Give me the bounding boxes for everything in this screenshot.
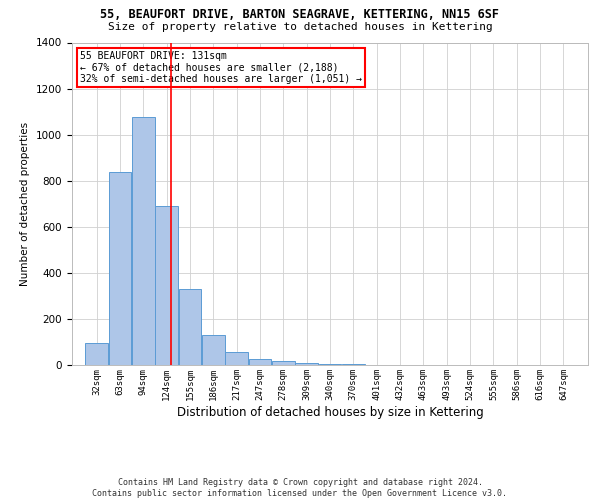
Bar — [272, 361, 295, 365]
Bar — [155, 206, 178, 365]
Bar — [179, 289, 201, 365]
Text: 55, BEAUFORT DRIVE, BARTON SEAGRAVE, KETTERING, NN15 6SF: 55, BEAUFORT DRIVE, BARTON SEAGRAVE, KET… — [101, 8, 499, 20]
Bar — [109, 172, 131, 365]
Text: Contains HM Land Registry data © Crown copyright and database right 2024.
Contai: Contains HM Land Registry data © Crown c… — [92, 478, 508, 498]
Bar — [85, 343, 108, 365]
Text: Size of property relative to detached houses in Kettering: Size of property relative to detached ho… — [107, 22, 493, 32]
Bar — [225, 352, 248, 365]
Bar — [202, 335, 224, 365]
Bar — [248, 358, 271, 365]
Y-axis label: Number of detached properties: Number of detached properties — [20, 122, 31, 286]
Bar — [132, 118, 155, 365]
X-axis label: Distribution of detached houses by size in Kettering: Distribution of detached houses by size … — [176, 406, 484, 418]
Bar — [342, 364, 365, 365]
Bar — [295, 362, 318, 365]
Text: 55 BEAUFORT DRIVE: 131sqm
← 67% of detached houses are smaller (2,188)
32% of se: 55 BEAUFORT DRIVE: 131sqm ← 67% of detac… — [80, 50, 362, 84]
Bar — [319, 364, 341, 365]
